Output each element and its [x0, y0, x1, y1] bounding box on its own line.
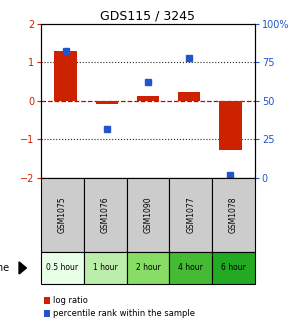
Text: log ratio: log ratio — [53, 296, 88, 305]
Text: GSM1078: GSM1078 — [229, 197, 238, 233]
Text: GSM1075: GSM1075 — [58, 197, 67, 234]
Bar — [137, 96, 159, 101]
Text: 4 hour: 4 hour — [178, 263, 203, 272]
Text: GSM1077: GSM1077 — [186, 197, 195, 234]
Text: GSM1076: GSM1076 — [101, 197, 110, 234]
Text: 2 hour: 2 hour — [136, 263, 160, 272]
Text: time: time — [0, 263, 10, 273]
Bar — [219, 101, 241, 150]
Bar — [178, 92, 200, 101]
Bar — [54, 51, 77, 101]
Text: 6 hour: 6 hour — [221, 263, 246, 272]
Text: 1 hour: 1 hour — [93, 263, 117, 272]
Title: GDS115 / 3245: GDS115 / 3245 — [100, 9, 195, 23]
Text: GSM1090: GSM1090 — [144, 197, 152, 234]
Bar — [96, 101, 118, 103]
Text: 0.5 hour: 0.5 hour — [46, 263, 79, 272]
Text: percentile rank within the sample: percentile rank within the sample — [53, 309, 195, 318]
